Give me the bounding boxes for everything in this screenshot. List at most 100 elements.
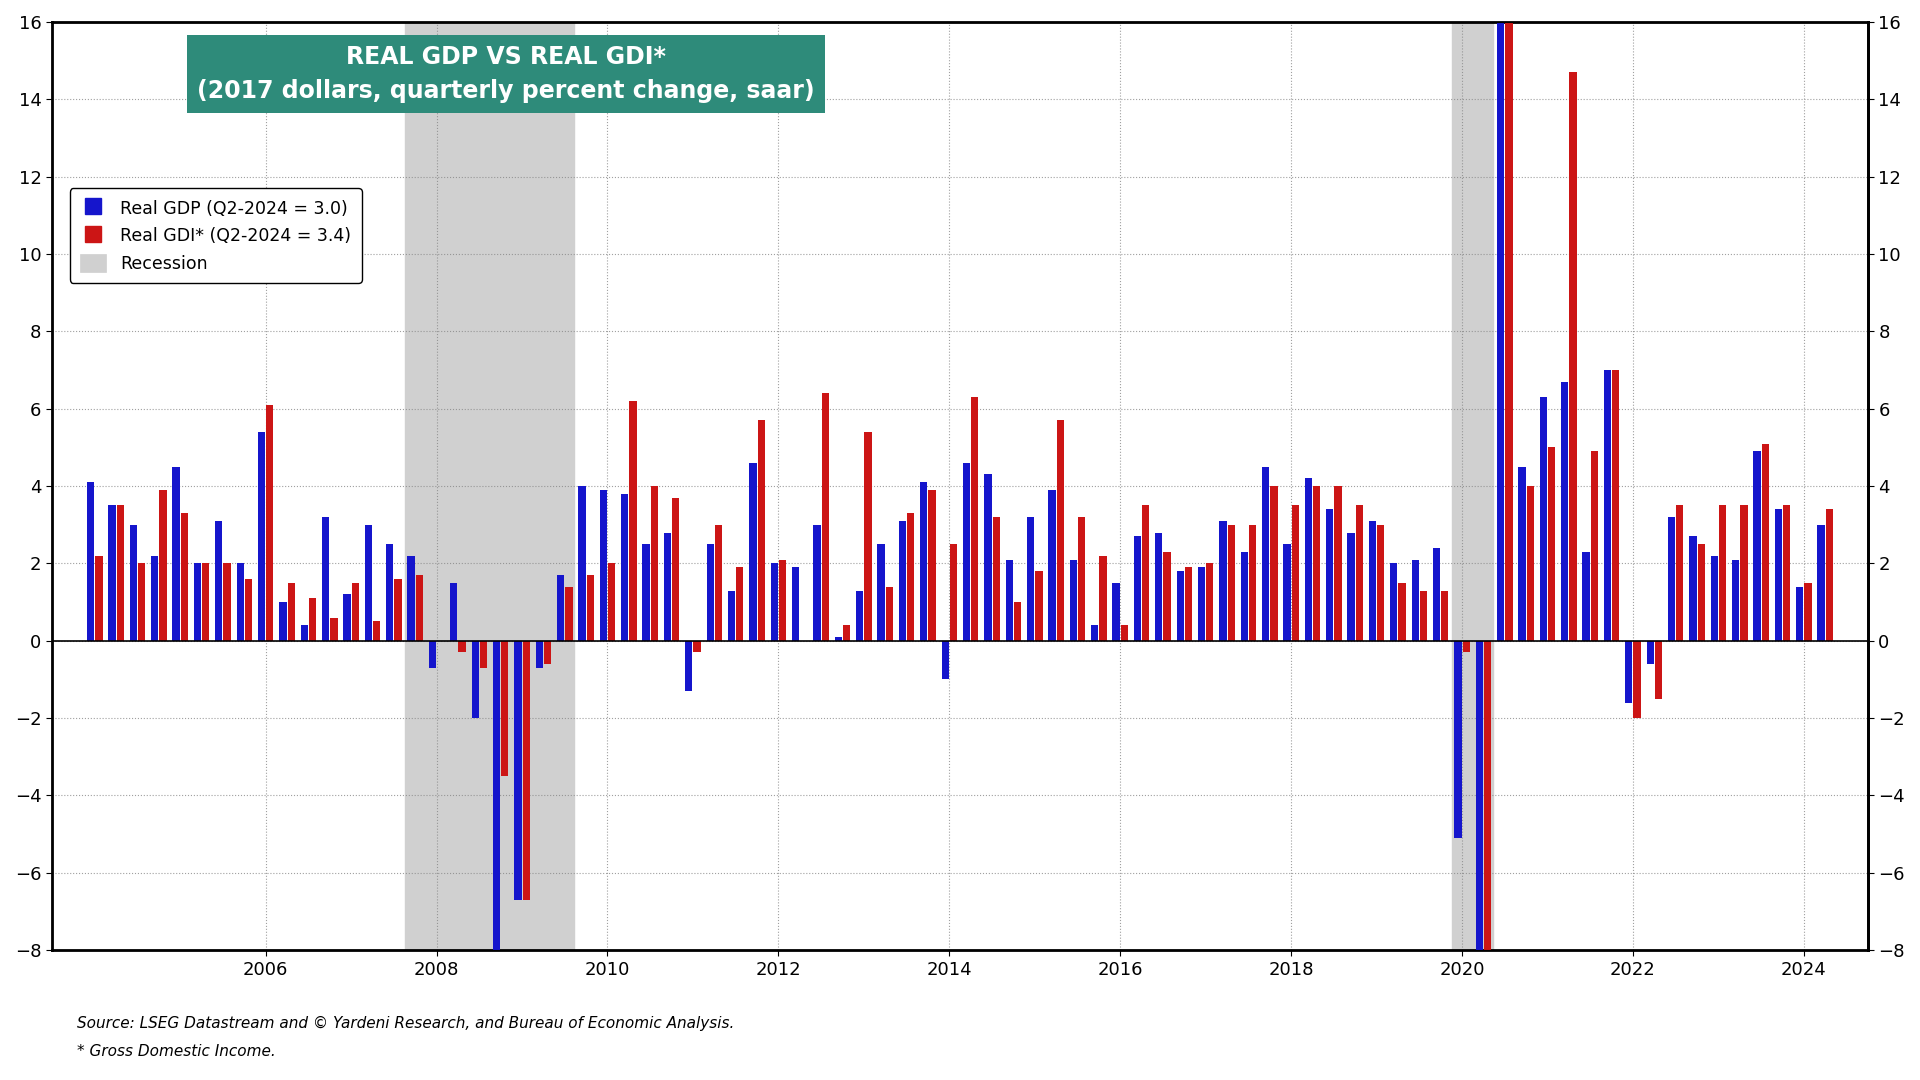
Bar xyxy=(630,401,637,640)
Bar xyxy=(1818,525,1824,640)
Bar xyxy=(672,498,680,640)
Bar xyxy=(417,575,422,640)
Bar xyxy=(920,483,927,640)
Bar xyxy=(835,637,843,640)
Bar xyxy=(1390,564,1398,640)
Bar xyxy=(459,640,467,652)
Bar xyxy=(1561,381,1569,640)
Bar xyxy=(1613,370,1619,640)
Bar xyxy=(1121,625,1127,640)
Bar xyxy=(1185,567,1192,640)
Bar xyxy=(1668,517,1676,640)
Bar xyxy=(864,432,872,640)
Bar xyxy=(1732,559,1740,640)
Bar xyxy=(1432,548,1440,640)
Bar xyxy=(159,490,167,640)
Bar xyxy=(1164,552,1171,640)
Bar xyxy=(1582,552,1590,640)
Bar xyxy=(780,559,785,640)
Bar xyxy=(267,405,273,640)
Bar xyxy=(1476,640,1482,1080)
Bar xyxy=(1718,505,1726,640)
Bar xyxy=(578,486,586,640)
Bar xyxy=(714,525,722,640)
Bar xyxy=(1697,544,1705,640)
Bar xyxy=(257,432,265,640)
Bar xyxy=(899,521,906,640)
Bar xyxy=(1784,505,1789,640)
Bar xyxy=(1647,640,1653,664)
Bar xyxy=(1240,552,1248,640)
Bar xyxy=(950,544,956,640)
Text: REAL GDP VS REAL GDI*
(2017 dollars, quarterly percent change, saar): REAL GDP VS REAL GDI* (2017 dollars, qua… xyxy=(198,45,814,103)
Bar xyxy=(1206,564,1213,640)
Bar xyxy=(1505,0,1513,640)
Bar xyxy=(1411,559,1419,640)
Bar xyxy=(1219,521,1227,640)
Bar xyxy=(138,564,146,640)
Bar xyxy=(288,583,296,640)
Bar xyxy=(309,598,317,640)
Bar xyxy=(588,575,593,640)
Bar xyxy=(278,603,286,640)
Bar xyxy=(643,544,649,640)
Bar xyxy=(1548,447,1555,640)
Bar xyxy=(1484,640,1492,1080)
Bar xyxy=(985,474,991,640)
Bar xyxy=(108,505,115,640)
Bar xyxy=(1624,640,1632,703)
Bar xyxy=(941,640,948,679)
Bar xyxy=(428,640,436,667)
Bar xyxy=(223,564,230,640)
Bar xyxy=(1306,478,1311,640)
Bar xyxy=(1590,451,1597,640)
Bar xyxy=(1463,640,1471,652)
Bar xyxy=(1569,72,1576,640)
Bar xyxy=(1248,525,1256,640)
Bar xyxy=(1327,510,1332,640)
Bar xyxy=(1634,640,1642,718)
Bar xyxy=(564,586,572,640)
Bar xyxy=(599,490,607,640)
Bar xyxy=(906,513,914,640)
Bar xyxy=(86,483,94,640)
Bar xyxy=(877,544,885,640)
Bar xyxy=(1805,583,1812,640)
Text: Source: LSEG Datastream and © Yardeni Research, and Bureau of Economic Analysis.: Source: LSEG Datastream and © Yardeni Re… xyxy=(77,1016,733,1031)
Bar xyxy=(793,567,799,640)
Bar xyxy=(1271,486,1277,640)
Bar xyxy=(1676,505,1684,640)
Bar xyxy=(117,505,125,640)
Bar xyxy=(929,490,935,640)
Bar xyxy=(372,621,380,640)
Bar xyxy=(1227,525,1235,640)
Bar xyxy=(749,463,756,640)
Bar xyxy=(152,556,157,640)
Bar xyxy=(1753,451,1761,640)
Bar xyxy=(1795,586,1803,640)
Bar xyxy=(814,525,820,640)
Bar xyxy=(1826,510,1834,640)
Bar xyxy=(493,640,501,985)
Bar xyxy=(1377,525,1384,640)
Bar xyxy=(1398,583,1405,640)
Bar xyxy=(543,640,551,664)
Bar xyxy=(1526,486,1534,640)
Bar xyxy=(215,521,223,640)
Bar xyxy=(1142,505,1150,640)
Bar xyxy=(1334,486,1342,640)
Bar xyxy=(1069,559,1077,640)
Bar xyxy=(365,525,372,640)
Bar xyxy=(972,397,979,640)
Bar xyxy=(1077,517,1085,640)
Bar xyxy=(1519,467,1526,640)
Bar xyxy=(1711,556,1718,640)
Bar xyxy=(515,640,522,900)
Bar xyxy=(1091,625,1098,640)
Bar xyxy=(386,544,394,640)
Bar xyxy=(685,640,693,691)
Bar xyxy=(1453,640,1461,838)
Bar xyxy=(1135,537,1140,640)
Bar xyxy=(244,579,252,640)
Bar xyxy=(1198,567,1206,640)
